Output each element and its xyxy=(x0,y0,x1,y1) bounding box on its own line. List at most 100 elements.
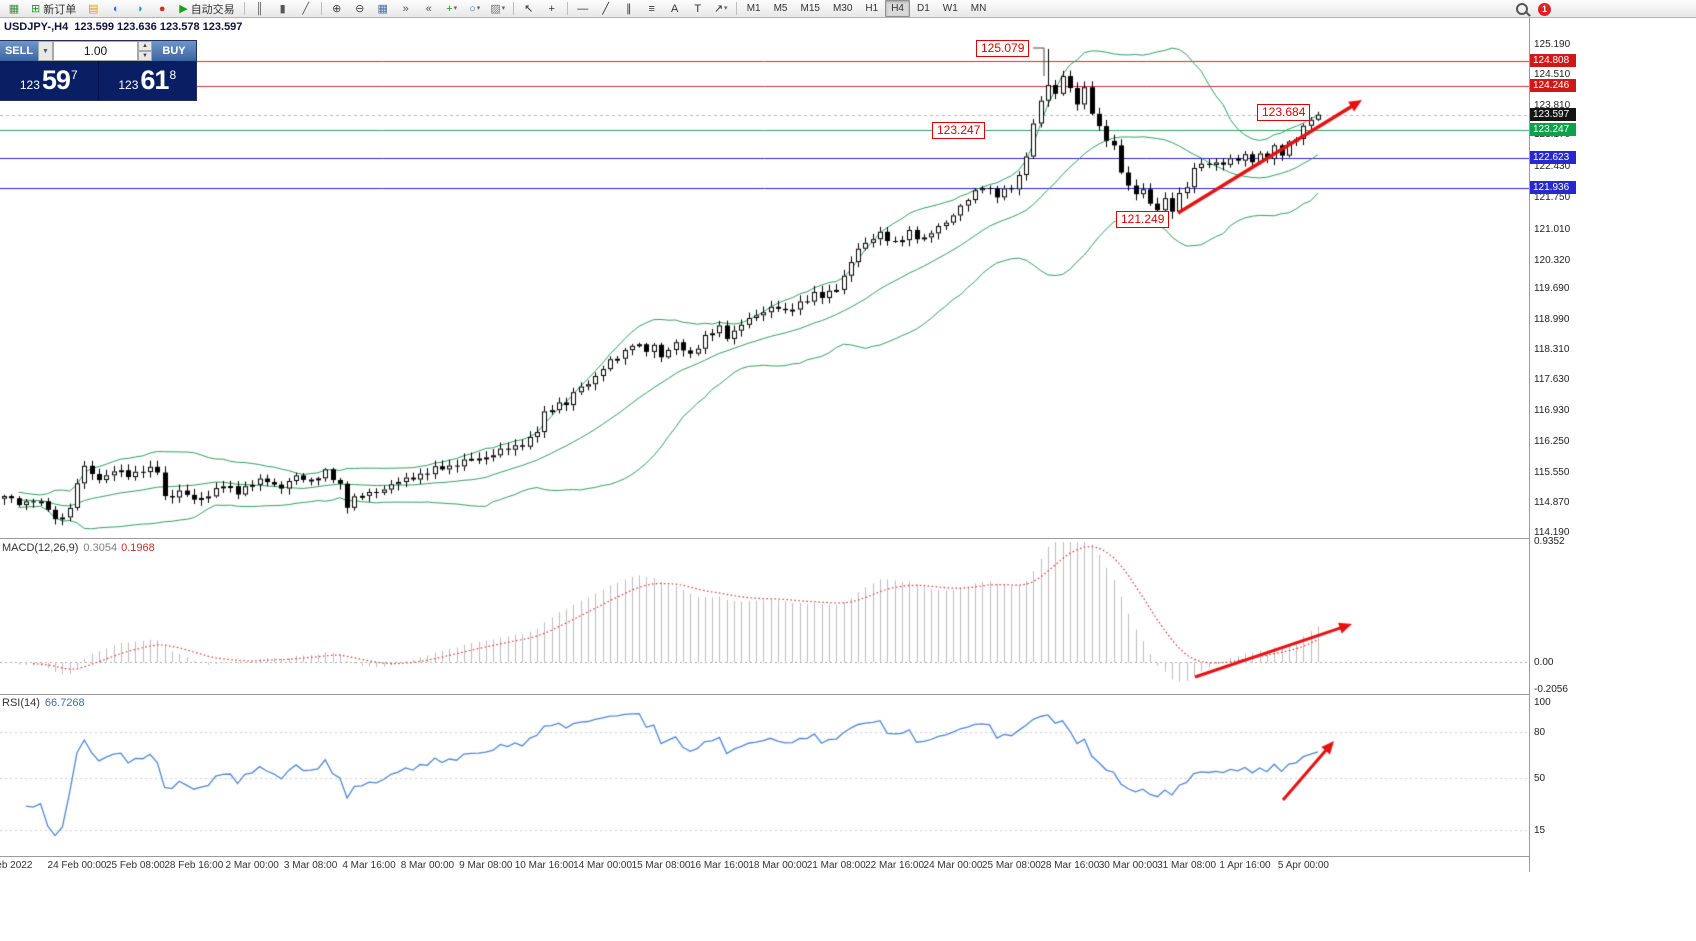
sell-button[interactable]: SELL xyxy=(0,41,38,61)
candlestick-type-icon[interactable]: ▮ xyxy=(279,2,286,15)
volume-dropdown-button[interactable]: ▼ xyxy=(38,41,53,61)
time-label: 25 Feb 08:00 xyxy=(105,860,165,871)
equidistant-channel-icon[interactable]: ∥ xyxy=(625,2,632,15)
price-tick: 118.310 xyxy=(1534,344,1570,356)
horizontal-line-icon[interactable]: — xyxy=(577,2,589,15)
macd-panel-canvas[interactable] xyxy=(0,539,1529,694)
time-label: 4 Mar 16:00 xyxy=(342,860,396,871)
terminal-icon[interactable]: ● xyxy=(158,2,166,15)
price-annotation[interactable]: 125.079 xyxy=(976,40,1030,57)
price-tick: 114.190 xyxy=(1534,527,1570,538)
panel-separator[interactable] xyxy=(0,694,1529,695)
price-tick: 118.990 xyxy=(1534,314,1570,326)
price-tick: 122.430 xyxy=(1534,161,1571,173)
new-order-button-icon: ⊞ xyxy=(31,3,41,15)
price-tick: 115.550 xyxy=(1534,466,1570,478)
price-tick: 121.010 xyxy=(1534,224,1571,236)
price-chart-canvas[interactable] xyxy=(0,18,1529,538)
trade-panel-header: SELL ▼ ▲ ▼ BUY xyxy=(0,41,196,61)
time-label: Feb 2022 xyxy=(0,860,33,871)
timeframe-button-m30[interactable]: M30 xyxy=(832,3,853,14)
toolbar-right: 1 xyxy=(1516,0,1551,18)
new-order-button[interactable]: ⊞ 新订单 xyxy=(26,1,81,17)
price-annotation[interactable]: 123.684 xyxy=(1257,104,1311,121)
time-label: 14 Mar 00:00 xyxy=(573,860,633,871)
macd-signal-value: 0.1968 xyxy=(121,542,155,554)
sell-price-prefix: 123 xyxy=(19,77,40,92)
buy-price-prefix: 123 xyxy=(118,77,139,92)
text-icon[interactable]: A xyxy=(671,2,679,15)
price-annotation[interactable]: 121.249 xyxy=(1116,211,1170,228)
fibonacci-icon[interactable]: ≡ xyxy=(648,2,655,15)
periods-icon[interactable]: ○ ▾ xyxy=(469,2,481,15)
cursor-icon[interactable]: ↖ xyxy=(524,2,534,15)
quote-symbol: USDJPY-,H4 xyxy=(4,21,69,33)
timeframe-button-m15[interactable]: M15 xyxy=(800,3,820,14)
data-window-icon[interactable]: ◑ xyxy=(135,2,143,15)
timeframe-button-mn[interactable]: MN xyxy=(970,3,987,14)
rsi-axis-tick: 15 xyxy=(1534,825,1546,837)
bar-chart-type-icon[interactable]: ║ xyxy=(255,2,264,15)
rsi-axis-tick: 100 xyxy=(1534,697,1551,708)
buy-price-button[interactable]: 123 61 8 xyxy=(98,61,196,100)
sell-price-button[interactable]: 123 59 7 xyxy=(0,61,98,100)
time-label: 1 Apr 16:00 xyxy=(1219,860,1271,871)
macd-name: MACD(12,26,9) xyxy=(2,542,79,554)
toolbar-separator xyxy=(512,2,514,15)
tile-windows-icon[interactable]: ▦ xyxy=(377,2,388,15)
notification-badge[interactable]: 1 xyxy=(1538,2,1551,16)
templates-icon[interactable]: ▨ ▾ xyxy=(490,2,506,15)
quote-ohlc: 123.599 123.636 123.578 123.597 xyxy=(74,21,243,33)
timeframe-button-h4[interactable]: H4 xyxy=(885,0,910,17)
timeframe-button-w1[interactable]: W1 xyxy=(942,3,958,14)
price-badge: 123.597 xyxy=(1530,107,1576,121)
volume-increase-button[interactable]: ▲ xyxy=(138,41,152,51)
timeframe-button-d1[interactable]: D1 xyxy=(917,3,930,14)
market-watch-icon[interactable]: ◐ xyxy=(112,2,120,15)
time-label: 9 Mar 08:00 xyxy=(459,860,513,871)
timeframe-button-m5[interactable]: M5 xyxy=(773,3,788,14)
price-tick: 114.870 xyxy=(1534,496,1570,508)
macd-axis-tick: 0.00 xyxy=(1534,657,1554,668)
indicators-icon[interactable]: + ▾ xyxy=(446,2,458,15)
price-badge: 124.246 xyxy=(1530,78,1576,92)
line-chart-type-icon[interactable]: ╱ xyxy=(302,2,309,15)
timeframe-button-h1[interactable]: H1 xyxy=(865,3,879,14)
mail-icon[interactable]: ▤ xyxy=(88,2,99,15)
chart-shift-icon[interactable]: « xyxy=(425,2,432,15)
crosshair-icon[interactable]: + xyxy=(548,2,555,15)
price-annotation[interactable]: 123.247 xyxy=(932,122,986,139)
volume-decrease-button[interactable]: ▼ xyxy=(138,51,152,61)
rsi-value: 66.7268 xyxy=(44,697,85,709)
time-label: 30 Mar 00:00 xyxy=(1098,860,1158,871)
buy-button[interactable]: BUY xyxy=(152,41,196,61)
text-label-icon[interactable]: T xyxy=(694,2,702,15)
timeframe-button-m1[interactable]: M1 xyxy=(746,3,761,14)
time-label: 21 Mar 08:00 xyxy=(806,860,866,871)
search-icon[interactable] xyxy=(1516,3,1528,15)
time-label: 10 Mar 16:00 xyxy=(514,860,574,871)
new-chart-icon[interactable]: ▦ xyxy=(8,2,20,15)
zoom-in-icon[interactable]: ⊕ xyxy=(332,2,342,15)
auto-scroll-icon[interactable]: » xyxy=(402,2,409,15)
price-tick: 116.250 xyxy=(1534,435,1570,447)
autotrade-button[interactable]: ▶ 自动交易 xyxy=(174,1,239,17)
time-label: 16 Mar 16:00 xyxy=(689,860,749,871)
volume-input[interactable] xyxy=(53,41,138,61)
volume-spinner: ▲ ▼ xyxy=(138,41,152,61)
zoom-out-icon[interactable]: ⊖ xyxy=(355,2,365,15)
panel-separator[interactable] xyxy=(0,538,1529,539)
price-tick: 119.690 xyxy=(1534,283,1570,294)
time-label: 28 Mar 16:00 xyxy=(1040,860,1100,871)
price-tick: 123.810 xyxy=(1534,100,1571,112)
rsi-name: RSI(14) xyxy=(2,697,40,709)
buy-price-sup: 8 xyxy=(169,67,177,82)
arrows-tool-icon[interactable]: ↗ ▾ xyxy=(713,2,728,15)
macd-axis-tick: -0.2056 xyxy=(1534,683,1568,695)
trendline-icon[interactable]: ╱ xyxy=(602,2,609,15)
rsi-panel-canvas[interactable] xyxy=(0,695,1529,856)
price-badge: 123.247 xyxy=(1530,123,1576,137)
toolbar-separator xyxy=(735,2,737,15)
